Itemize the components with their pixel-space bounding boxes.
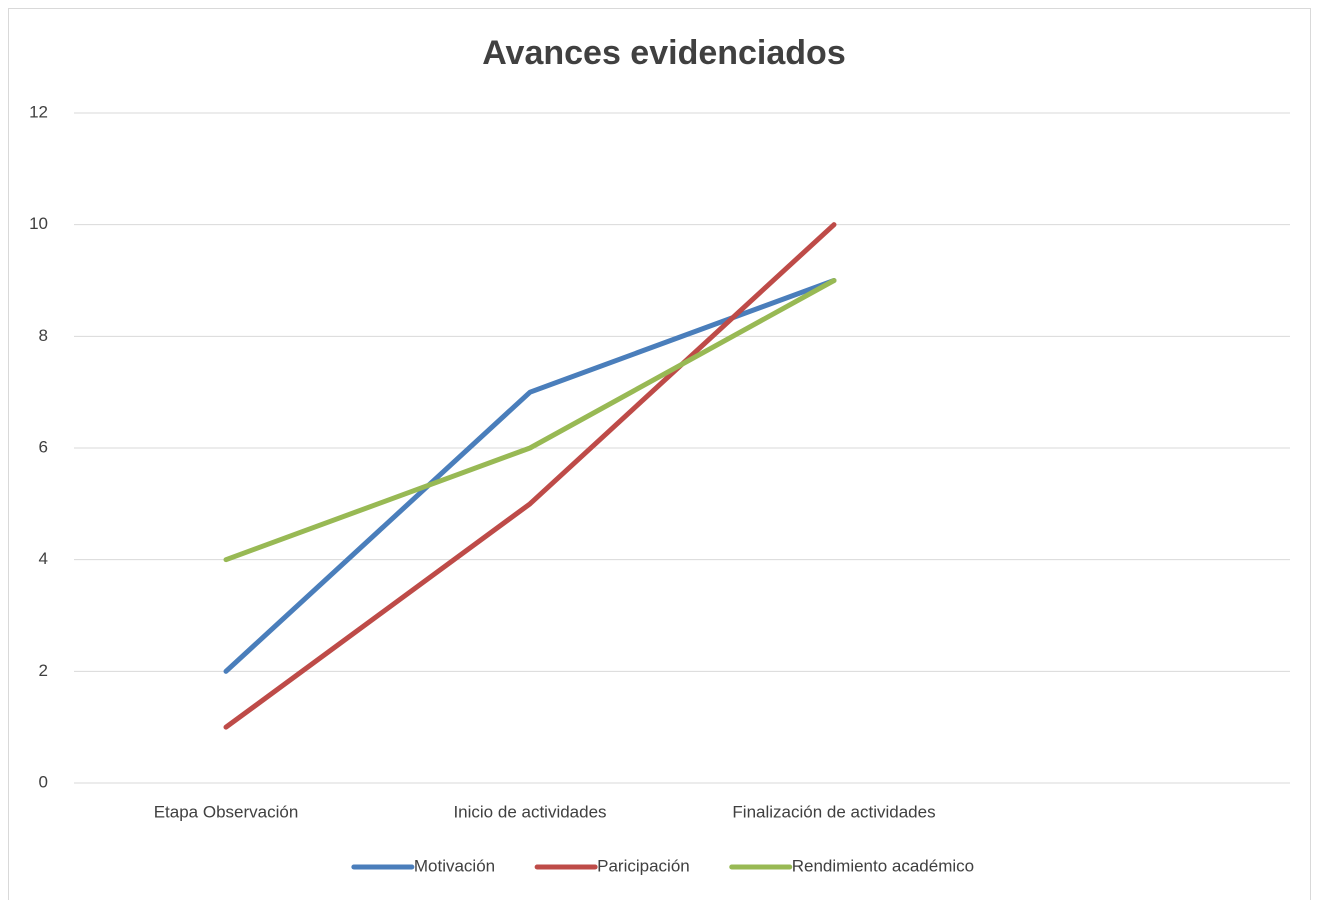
y-tick-label: 10 bbox=[29, 214, 48, 233]
series-line bbox=[223, 278, 837, 563]
series-line bbox=[223, 222, 837, 730]
y-tick-label: 6 bbox=[39, 437, 48, 456]
legend-label: Paricipación bbox=[597, 856, 690, 875]
y-tick-label: 8 bbox=[39, 326, 48, 345]
y-tick-label: 4 bbox=[39, 549, 48, 568]
x-tick-label: Etapa Observación bbox=[154, 802, 299, 821]
legend-label: Rendimiento académico bbox=[792, 856, 974, 875]
y-tick-label: 2 bbox=[39, 661, 48, 680]
legend-label: Motivación bbox=[414, 856, 495, 875]
chart-frame bbox=[8, 8, 1311, 905]
x-tick-label: Inicio de actividades bbox=[453, 802, 606, 821]
y-tick-label: 0 bbox=[39, 772, 48, 791]
x-tick-label: Finalización de actividades bbox=[732, 802, 935, 821]
y-tick-label: 12 bbox=[29, 102, 48, 121]
chart-title: Avances evidenciados bbox=[482, 34, 845, 72]
